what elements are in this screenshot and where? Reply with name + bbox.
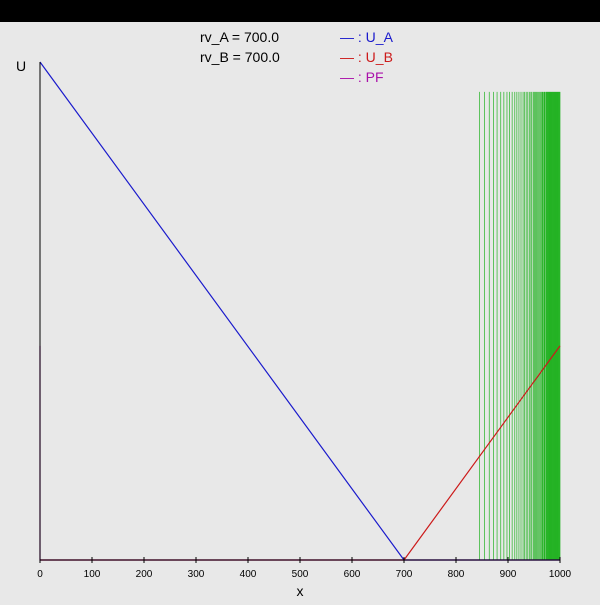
vertical-lines-group — [478, 91, 561, 560]
x-tick-label: 800 — [448, 569, 465, 580]
axes-group — [39, 62, 560, 561]
series-group — [39, 61, 561, 561]
x-tick-label: 600 — [344, 569, 361, 580]
x-tick-label: 1000 — [549, 569, 572, 580]
legend-item-pf: — : PF — [340, 69, 384, 85]
series-line-u-a — [39, 61, 560, 561]
x-tick-label: 200 — [136, 569, 153, 580]
x-tick-label: 0 — [37, 569, 43, 580]
legend-item-u-a: — : U_A — [340, 29, 393, 45]
x-axis-label: x — [297, 583, 304, 599]
series-line-u-b — [40, 345, 561, 561]
x-tick-label: 700 — [396, 569, 413, 580]
window-top-bar — [0, 0, 600, 22]
x-tick-label: 900 — [500, 569, 517, 580]
annotation-rv-b: rv_B = 700.0 — [200, 49, 280, 65]
x-tick-label: 500 — [292, 569, 309, 580]
legend-item-u-b: — : U_B — [340, 49, 393, 65]
x-tick-label: 300 — [188, 569, 205, 580]
annotation-rv-a: rv_A = 700.0 — [200, 29, 280, 45]
x-tick-label: 100 — [84, 569, 101, 580]
x-tick-label: 400 — [240, 569, 257, 580]
y-axis-label: U — [16, 58, 26, 74]
x-ticks-group: 0 100 200 300 400 500 600 700 800 900 1000 — [37, 557, 572, 580]
